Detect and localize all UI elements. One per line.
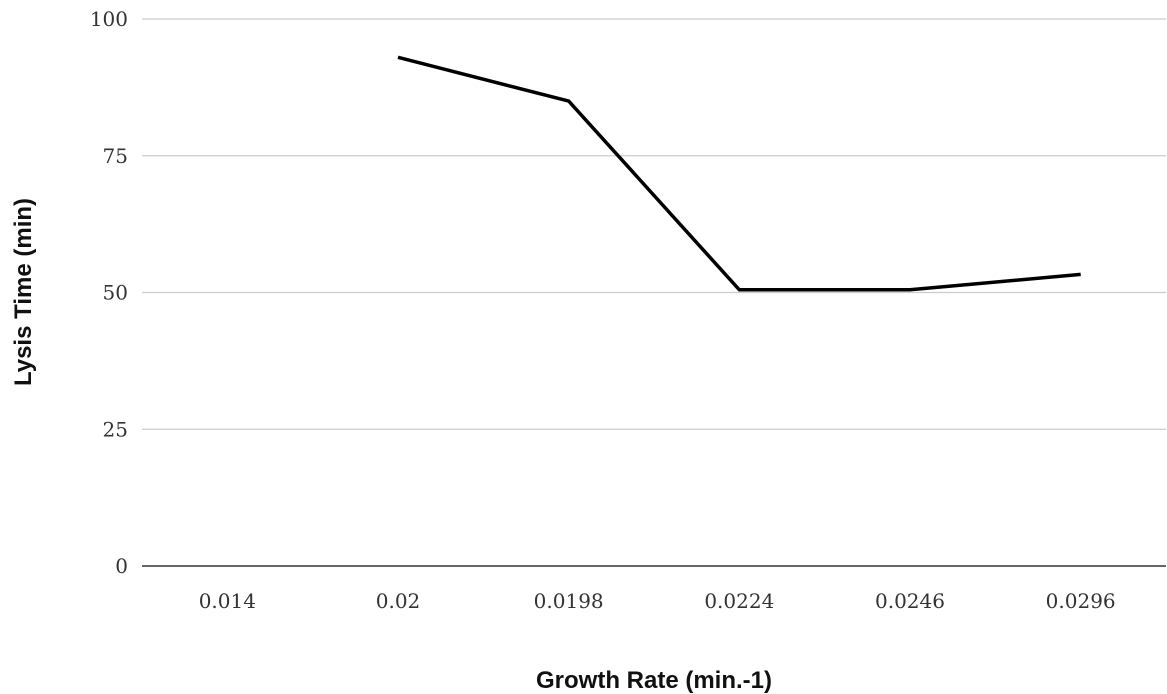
x-tick-label-5: 0.0296 — [1046, 589, 1116, 613]
series-lines — [397, 55, 1081, 292]
x-tick-label-0: 0.014 — [199, 589, 256, 613]
x-tick-label-2: 0.0198 — [534, 589, 604, 613]
y-tick-labels: 0 25 50 75 100 — [90, 7, 128, 578]
y-axis-title: Lysis Time (min) — [10, 198, 37, 386]
y-tick-label-25: 25 — [103, 417, 128, 441]
x-tick-label-1: 0.02 — [376, 589, 421, 613]
y-tick-label-0: 0 — [115, 554, 128, 578]
x-tick-label-3: 0.0224 — [704, 589, 774, 613]
series-line-0 — [397, 55, 1081, 292]
x-tick-labels: 0.014 0.02 0.0198 0.0224 0.0246 0.0296 — [199, 589, 1116, 613]
y-tick-label-100: 100 — [90, 7, 128, 31]
y-tick-label-75: 75 — [103, 144, 128, 168]
x-axis-title: Growth Rate (min.-1) — [536, 667, 772, 694]
gridlines — [142, 18, 1166, 567]
x-tick-label-4: 0.0246 — [875, 589, 945, 613]
y-tick-label-50: 50 — [103, 281, 128, 305]
